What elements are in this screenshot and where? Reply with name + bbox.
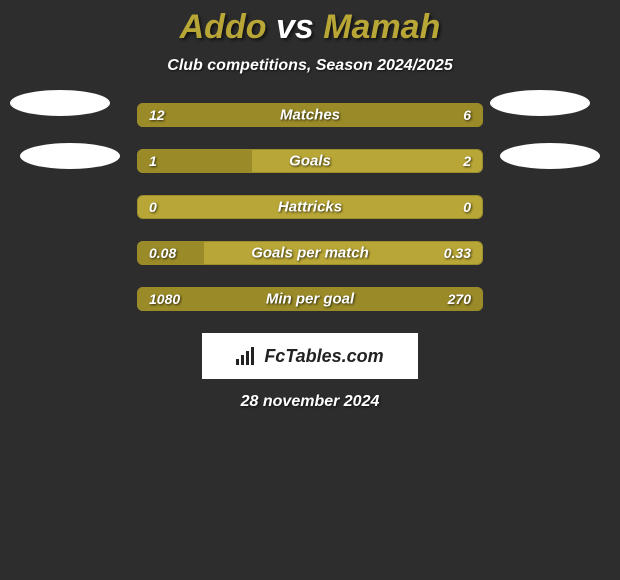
stat-label: Goals per match xyxy=(251,245,369,262)
stat-row: 1 Goals 2 xyxy=(137,149,483,173)
stat-value-right: 6 xyxy=(463,107,471,123)
stats-section: 12 Matches 6 1 Goals 2 0 Hattricks 0 0.08 Goals pe… xyxy=(0,103,620,311)
logo: FcTables.com xyxy=(236,346,383,367)
stat-row: 0.08 Goals per match 0.33 xyxy=(137,241,483,265)
stat-value-left: 12 xyxy=(149,107,165,123)
title-vs: vs xyxy=(276,8,314,46)
page-title: Addo vs Mamah xyxy=(0,8,620,47)
date: 28 november 2024 xyxy=(0,393,620,411)
comparison-card: Addo vs Mamah Club competitions, Season … xyxy=(0,0,620,411)
stat-value-left: 1 xyxy=(149,153,157,169)
stat-row: 0 Hattricks 0 xyxy=(137,195,483,219)
subtitle: Club competitions, Season 2024/2025 xyxy=(0,57,620,75)
stat-value-left: 0 xyxy=(149,199,157,215)
stat-label: Min per goal xyxy=(266,291,354,308)
stat-value-right: 0 xyxy=(463,199,471,215)
stat-row: 1080 Min per goal 270 xyxy=(137,287,483,311)
stat-label: Hattricks xyxy=(278,199,342,216)
title-player1: Addo xyxy=(180,8,267,46)
stat-row: 12 Matches 6 xyxy=(137,103,483,127)
logo-text: FcTables.com xyxy=(264,346,383,367)
stat-value-left: 0.08 xyxy=(149,245,176,261)
logo-box: FcTables.com xyxy=(202,333,418,379)
stat-value-left: 1080 xyxy=(149,291,180,307)
stat-value-right: 270 xyxy=(448,291,471,307)
player2-badge-top xyxy=(490,90,590,116)
player1-badge-top xyxy=(10,90,110,116)
stat-value-right: 0.33 xyxy=(444,245,471,261)
stat-label: Goals xyxy=(289,153,331,170)
player1-badge-mid xyxy=(20,143,120,169)
title-player2: Mamah xyxy=(323,8,440,46)
stat-value-right: 2 xyxy=(463,153,471,169)
player2-badge-mid xyxy=(500,143,600,169)
bar-chart-icon xyxy=(236,347,258,365)
stats-rows: 12 Matches 6 1 Goals 2 0 Hattricks 0 0.08 Goals pe… xyxy=(10,103,610,311)
stat-label: Matches xyxy=(280,107,340,124)
